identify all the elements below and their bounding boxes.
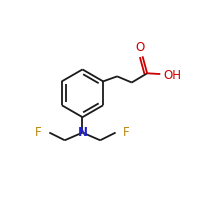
Text: F: F [123, 126, 130, 139]
Text: O: O [136, 41, 145, 54]
Text: F: F [35, 126, 42, 139]
Text: N: N [77, 126, 87, 139]
Text: OH: OH [163, 69, 181, 82]
